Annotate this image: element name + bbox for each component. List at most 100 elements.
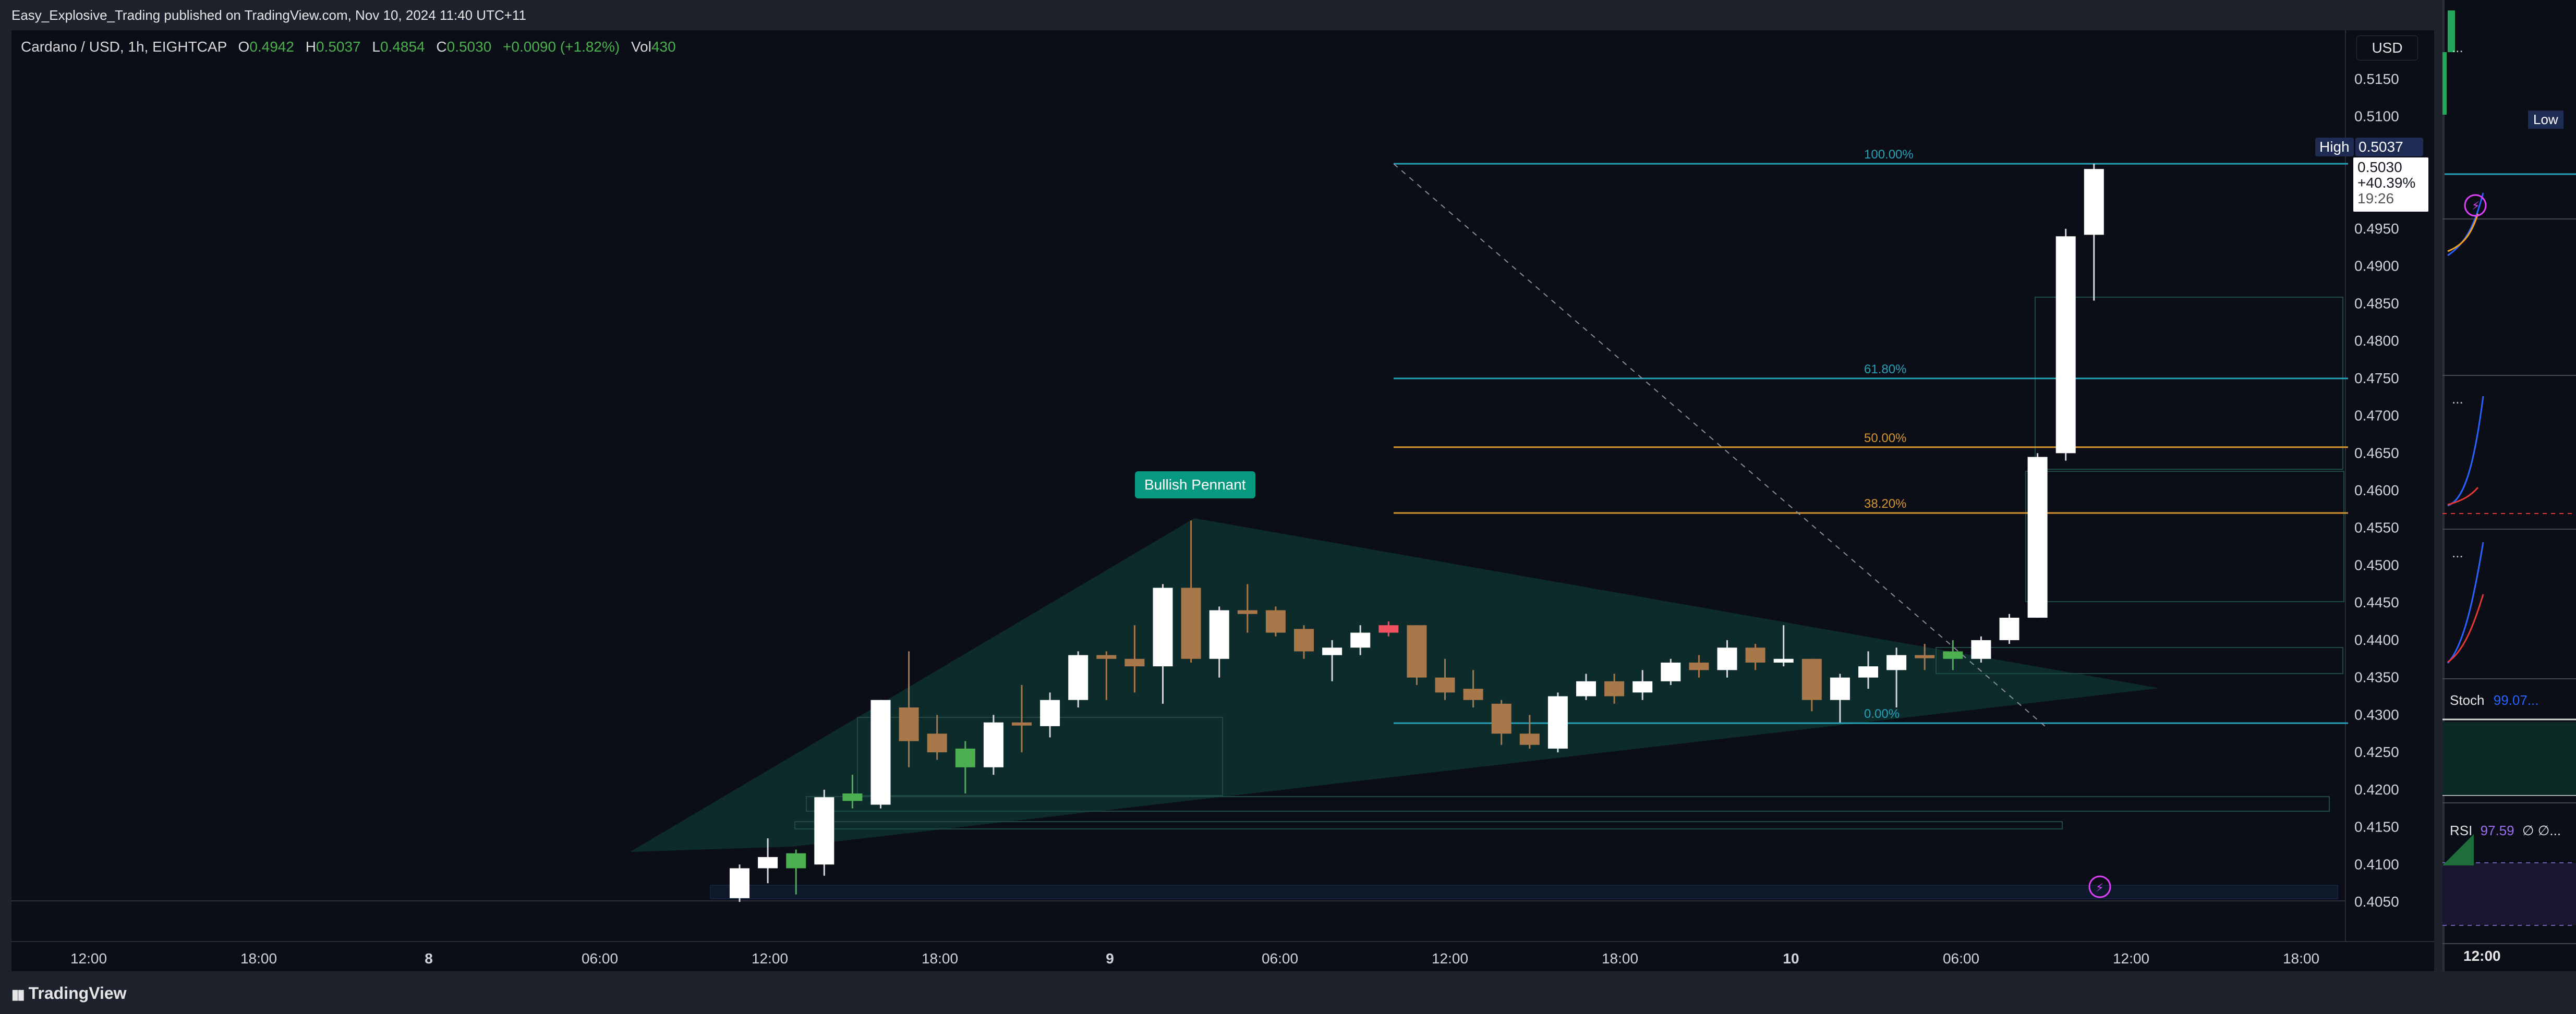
- candle-body[interactable]: [1040, 700, 1060, 726]
- candle-body[interactable]: [1717, 648, 1737, 670]
- range-box: [1936, 647, 2343, 674]
- chart-pane[interactable]: 100.00% 61.80% 50.00% 38.20% 0.00% 0.5150 0.5…: [11, 30, 2434, 971]
- currency-button[interactable]: USD: [2356, 35, 2418, 60]
- candle-body[interactable]: [1096, 655, 1117, 659]
- candle-body[interactable]: [1378, 625, 1399, 633]
- price-axis-tick: 0.4650: [2354, 445, 2399, 461]
- candle-body[interactable]: [1209, 610, 1229, 659]
- time-axis-tick: 12:00: [2113, 950, 2149, 967]
- high-value: 0.5037: [316, 39, 361, 55]
- stoch-label: Stoch: [2450, 692, 2485, 708]
- price-axis-tick: 0.4350: [2354, 669, 2399, 686]
- candle-body[interactable]: [983, 722, 1003, 767]
- stoch-value: 99.07...: [2493, 692, 2539, 708]
- time-axis-tick: 06:00: [1262, 950, 1298, 967]
- candle-body[interactable]: [1745, 648, 1765, 663]
- candle-body[interactable]: [1322, 648, 1343, 655]
- candle-body[interactable]: [2055, 236, 2076, 454]
- price-axis-tick: 0.4250: [2354, 744, 2399, 760]
- indicator-side-panel[interactable]: ⚡ ... ... ... Low Stoch 99.07... RSI 97.…: [2442, 0, 2576, 971]
- candle-body[interactable]: [1661, 662, 1681, 681]
- candle-body[interactable]: [1773, 658, 1794, 663]
- candle-body[interactable]: [730, 868, 749, 898]
- candle-body[interactable]: [814, 797, 835, 865]
- tradingview-brand: TradingView: [28, 984, 127, 1003]
- bullish-pennant-label[interactable]: Bullish Pennant: [1135, 471, 1255, 498]
- candle-body[interactable]: [1576, 681, 1596, 697]
- candle-body[interactable]: [1915, 655, 1935, 658]
- time-axis-tick: 9: [1106, 950, 1114, 967]
- low-value: 0.4854: [380, 39, 425, 55]
- candle-body[interactable]: [1971, 640, 1991, 659]
- candle-body[interactable]: [1181, 588, 1201, 659]
- candle-body[interactable]: [758, 857, 778, 869]
- time-axis-tick: 12:00: [1432, 950, 1468, 967]
- candle-body[interactable]: [1491, 703, 1511, 734]
- price-axis-tick: 0.4100: [2354, 856, 2399, 872]
- candle-body[interactable]: [1547, 696, 1568, 749]
- more-options-1[interactable]: ...: [2452, 40, 2463, 55]
- candle-body[interactable]: [1407, 625, 1427, 678]
- candle-body[interactable]: [955, 748, 975, 767]
- candle-body[interactable]: [1632, 681, 1653, 693]
- rsi-label: RSI: [2450, 823, 2473, 838]
- candle-body[interactable]: [786, 853, 806, 869]
- current-price-tag: 0.5030 +40.39% 19:26: [2353, 157, 2428, 212]
- price-axis-tick: 0.4950: [2354, 221, 2399, 237]
- time-axis-tick: 06:00: [1943, 950, 1979, 967]
- candle-body[interactable]: [1801, 658, 1822, 700]
- candle-body[interactable]: [1519, 734, 1540, 745]
- tradingview-logo-icon: ▮▮: [11, 986, 25, 1002]
- low-label: L: [372, 39, 380, 55]
- candle-body[interactable]: [1237, 610, 1257, 614]
- price-axis-tick: 0.5150: [2354, 71, 2399, 87]
- more-options-2[interactable]: ...: [2452, 391, 2463, 407]
- svg-text:⚡: ⚡: [2472, 200, 2480, 213]
- symbol-name: Cardano / USD, 1h, EIGHTCAP: [21, 39, 227, 55]
- candle-body[interactable]: [1604, 681, 1625, 697]
- price-axis-tick: 0.4450: [2354, 594, 2399, 610]
- candle-body[interactable]: [1999, 617, 2019, 640]
- candle-body[interactable]: [1943, 651, 1963, 659]
- vol-label: Vol: [631, 39, 651, 55]
- price-axis-tick: 0.4850: [2354, 295, 2399, 311]
- open-label: O: [238, 39, 250, 55]
- candle-body[interactable]: [899, 707, 919, 741]
- current-change: +40.39%: [2357, 175, 2416, 191]
- time-axis-tick: 10: [1783, 950, 1799, 967]
- alert-icon[interactable]: [2088, 875, 2111, 898]
- candle-body[interactable]: [1124, 658, 1145, 667]
- candle-body[interactable]: [1294, 629, 1314, 652]
- pennant-shape[interactable]: [630, 518, 2159, 852]
- candle-body[interactable]: [870, 700, 891, 805]
- range-box: [857, 717, 1223, 796]
- candle-body[interactable]: [927, 734, 947, 753]
- more-options-3[interactable]: ...: [2452, 545, 2463, 560]
- price-axis-tick: 0.4300: [2354, 706, 2399, 723]
- candle-body[interactable]: [842, 793, 863, 801]
- candle-body[interactable]: [1153, 588, 1173, 667]
- candle-body[interactable]: [1463, 689, 1483, 700]
- range-box: [2025, 471, 2344, 602]
- candle-body[interactable]: [1435, 677, 1455, 693]
- range-box: [806, 796, 2330, 812]
- indicator-panels: ⚡: [2442, 0, 2576, 971]
- candle-body[interactable]: [1350, 632, 1371, 648]
- candle-body[interactable]: [1012, 722, 1032, 726]
- price-chart[interactable]: 100.00% 61.80% 50.00% 38.20% 0.00% 0.5150 0.5…: [11, 30, 2434, 971]
- fib-level-label: 100.00%: [1864, 148, 1914, 162]
- candle-body[interactable]: [1265, 610, 1286, 633]
- price-axis-tick: 0.4600: [2354, 482, 2399, 498]
- price-axis-tick: 0.4200: [2354, 781, 2399, 798]
- vol-value: 430: [651, 39, 676, 55]
- tradingview-logo[interactable]: ▮▮ TradingView: [11, 984, 127, 1003]
- candle-body[interactable]: [1689, 662, 1709, 670]
- candle-body[interactable]: [2084, 169, 2104, 235]
- candle-body[interactable]: [1858, 666, 1878, 678]
- current-price: 0.5030: [2357, 159, 2402, 175]
- candle-body[interactable]: [1068, 655, 1089, 700]
- candle-body[interactable]: [1830, 677, 1850, 700]
- candle-body[interactable]: [1886, 655, 1907, 670]
- price-axis-tick: 0.5100: [2354, 108, 2399, 125]
- candle-body[interactable]: [2027, 457, 2048, 618]
